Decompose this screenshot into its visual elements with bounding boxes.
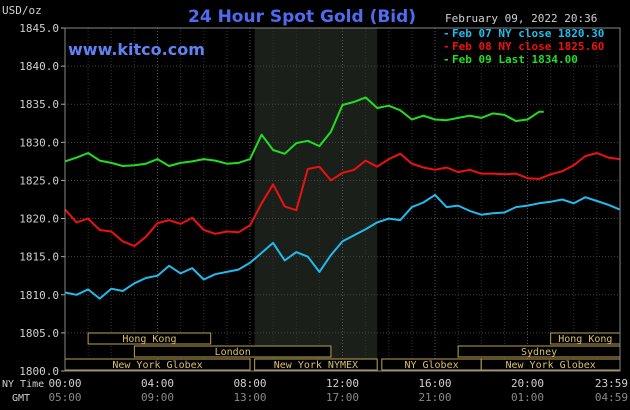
nymex-session-shade: [254, 28, 378, 371]
legend-marker: -: [443, 40, 450, 53]
x-tick-label-gmt: 17:00: [326, 391, 359, 404]
session-label: NY Globex: [404, 360, 458, 371]
x-tick-label-gmt: 13:00: [233, 391, 266, 404]
session-label: London: [215, 347, 251, 358]
x-tick-label-ny: 04:00: [141, 377, 174, 390]
legend-item: Feb 08 NY close 1825.60: [452, 40, 604, 53]
x-tick-label-gmt: 01:00: [511, 391, 544, 404]
session-label: Hong Kong: [558, 334, 612, 345]
y-tick-label: 1835.0: [19, 98, 59, 111]
series-line: [64, 96, 544, 167]
y-tick-label: 1815.0: [19, 251, 59, 264]
ny-time-label: NY Time: [2, 379, 44, 390]
x-tick-label-ny: 23:59: [595, 377, 628, 390]
series-line: [64, 193, 620, 300]
y-tick-label: 1830.0: [19, 136, 59, 149]
market-sessions: Hong Kong Hong Kong London Sydney New York G…: [64, 332, 621, 371]
x-tick-label-ny: 12:00: [326, 377, 359, 390]
y-tick-label: 1840.0: [19, 60, 59, 73]
gmt-label: GMT: [12, 393, 30, 404]
session-label: New York NYMEX: [274, 360, 358, 371]
chart-title: 24 Hour Spot Gold (Bid): [188, 7, 416, 27]
grid-lines: [65, 27, 620, 372]
x-tick-label-ny: 16:00: [418, 377, 451, 390]
session-label: Sydney: [521, 347, 557, 358]
session-bar: [133, 345, 332, 358]
x-tick-label-gmt: 21:00: [418, 391, 451, 404]
series-line: [64, 152, 620, 247]
y-tick-label: 1800.0: [19, 365, 59, 378]
legend-marker: -: [443, 27, 450, 40]
y-axis: 1845.0 1840.0 1835.0 1830.0 1825.0 1820.0 1815…: [19, 22, 65, 378]
session-bar: [87, 332, 212, 345]
y-tick-label: 1820.0: [19, 213, 59, 226]
session-bar: [254, 358, 378, 371]
legend: Feb 07 NY close 1820.30 Feb 08 NY close …: [443, 27, 604, 66]
legend-marker: -: [443, 53, 450, 66]
series-lines: [64, 96, 620, 300]
y-tick-label: 1810.0: [19, 289, 59, 302]
x-tick-label-gmt: 09:00: [141, 391, 174, 404]
x-tick-label-ny: 08:00: [233, 377, 266, 390]
session-label: New York Globex: [505, 360, 595, 371]
plot-border: [64, 27, 621, 372]
legend-item: Feb 07 NY close 1820.30: [452, 27, 604, 40]
y-tick-label: 1845.0: [19, 22, 59, 35]
y-tick-label: 1825.0: [19, 174, 59, 187]
x-tick-label-ny: 20:00: [511, 377, 544, 390]
legend-item: Feb 09 Last 1834.00: [452, 53, 578, 66]
timestamp: February 09, 2022 20:36: [445, 12, 597, 25]
session-label: New York Globex: [112, 360, 202, 371]
session-label: Hong Kong: [122, 334, 176, 345]
unit-label: USD/oz: [2, 4, 42, 17]
x-tick-label-ny: 00:00: [48, 377, 81, 390]
x-tick-label-gmt: 04:59: [595, 391, 628, 404]
website-link[interactable]: www.kitco.com: [68, 40, 205, 59]
y-tick-label: 1805.0: [19, 327, 59, 340]
x-tick-label-gmt: 05:00: [48, 391, 81, 404]
